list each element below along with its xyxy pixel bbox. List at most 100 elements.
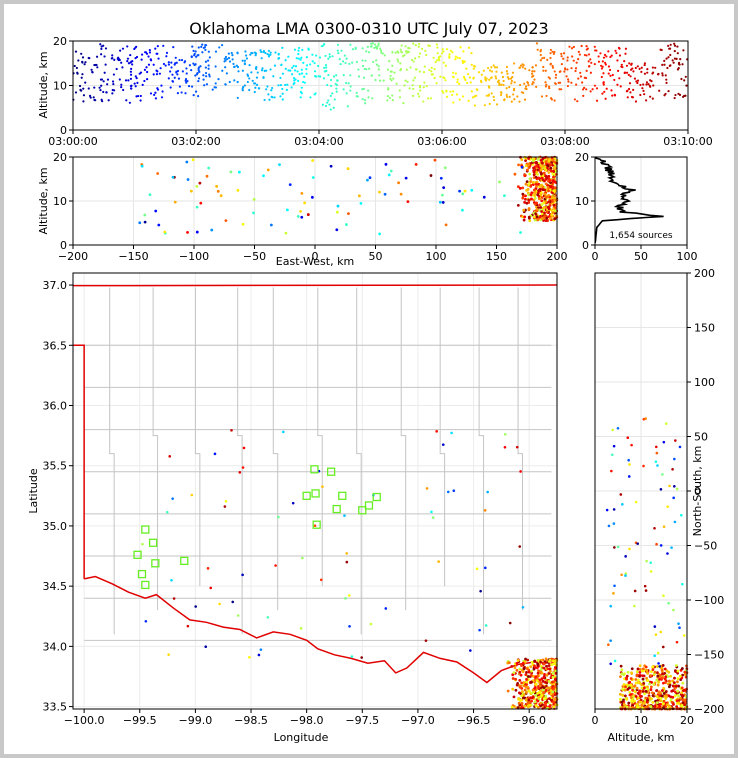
- source-point: [264, 51, 267, 55]
- ew-source-point: [368, 176, 372, 180]
- source-point: [549, 52, 552, 55]
- source-point: [147, 63, 151, 66]
- source-point: [328, 55, 331, 58]
- ns-source-point: [673, 520, 677, 524]
- source-point: [246, 80, 249, 84]
- ns-source-point: [661, 664, 665, 667]
- source-point: [253, 90, 256, 94]
- source-point: [522, 64, 525, 67]
- map-source-point: [520, 681, 523, 685]
- ew-source-point: [548, 216, 552, 220]
- source-point: [93, 86, 96, 89]
- map-source-point: [446, 490, 450, 494]
- source-point: [611, 94, 614, 97]
- ns-source-point: [635, 674, 639, 678]
- source-point: [224, 83, 227, 86]
- source-point: [597, 55, 600, 58]
- ns-source-point: [642, 686, 646, 690]
- ew-source-point: [529, 180, 533, 183]
- lma-station-marker: [332, 504, 341, 514]
- source-point: [160, 84, 163, 87]
- source-point: [324, 104, 328, 108]
- source-point: [92, 96, 95, 99]
- source-point: [335, 90, 338, 93]
- map-source-point: [170, 578, 173, 582]
- ns-source-point: [673, 690, 677, 694]
- source-point: [100, 78, 104, 81]
- ns-source-point: [680, 704, 684, 707]
- ew-source-point: [191, 158, 195, 162]
- map-source-point: [230, 428, 233, 432]
- ns-source-point: [666, 505, 669, 508]
- source-point: [131, 63, 134, 66]
- ns-source-point: [648, 696, 652, 700]
- source-point: [246, 73, 249, 76]
- ns-source-point: [667, 679, 671, 683]
- ew-source-point: [543, 192, 547, 196]
- source-point: [425, 53, 428, 57]
- source-point: [560, 62, 563, 66]
- source-point: [326, 83, 329, 87]
- ns-source-point: [661, 473, 664, 476]
- source-point: [486, 66, 490, 70]
- source-point: [351, 48, 355, 51]
- source-point: [129, 53, 132, 57]
- source-point: [492, 64, 495, 67]
- source-point: [436, 52, 439, 55]
- map-source-point: [507, 661, 511, 665]
- source-point: [613, 93, 616, 96]
- map-source-point: [194, 605, 197, 608]
- map-source-point: [242, 446, 246, 450]
- state-border-west: [73, 344, 85, 579]
- source-point: [126, 57, 130, 60]
- source-point: [643, 63, 646, 67]
- ns-source-point: [679, 696, 682, 700]
- ns-source-point: [681, 681, 685, 685]
- ns-source-point: [645, 700, 649, 704]
- source-point: [82, 94, 86, 97]
- map-source-point: [475, 567, 479, 571]
- map-source-point: [257, 653, 261, 657]
- map-source-point: [536, 699, 540, 703]
- source-point: [127, 79, 130, 82]
- map-source-point: [547, 664, 551, 667]
- ew-source-point: [519, 231, 522, 234]
- source-point: [607, 50, 610, 53]
- source-point: [309, 96, 312, 99]
- map-source-point: [514, 688, 518, 692]
- map-source-point: [223, 505, 227, 508]
- source-point: [100, 84, 103, 87]
- map-y-tick-label: 34.5: [43, 580, 68, 593]
- source-point: [194, 50, 197, 53]
- source-point: [524, 67, 527, 70]
- map-source-point: [299, 627, 303, 630]
- source-point: [258, 87, 261, 90]
- ns-source-point: [612, 522, 616, 525]
- source-point: [625, 64, 629, 67]
- ns-source-point: [609, 662, 612, 666]
- source-point: [295, 57, 298, 60]
- ns-y-tick-label: 200: [694, 267, 715, 280]
- map-source-point: [533, 664, 536, 668]
- map-source-point: [517, 697, 520, 700]
- source-point: [73, 64, 76, 68]
- source-point: [651, 66, 654, 69]
- source-point: [298, 73, 301, 76]
- source-point: [129, 61, 132, 64]
- ns-source-point: [627, 701, 631, 705]
- source-point: [193, 52, 196, 56]
- ns-source-point: [641, 690, 645, 693]
- ns-source-point: [679, 678, 683, 681]
- ns-source-point: [629, 683, 633, 687]
- ew-source-point: [366, 178, 369, 182]
- source-point: [228, 60, 232, 63]
- map-source-point: [518, 685, 522, 689]
- ew-source-point: [163, 230, 167, 234]
- map-source-point: [241, 466, 245, 469]
- map-source-point: [529, 673, 533, 677]
- source-point: [254, 52, 258, 55]
- map-xlabel: Longitude: [274, 731, 329, 744]
- ns-source-point: [627, 458, 630, 462]
- ns-source-point: [640, 669, 644, 673]
- source-point: [495, 77, 498, 80]
